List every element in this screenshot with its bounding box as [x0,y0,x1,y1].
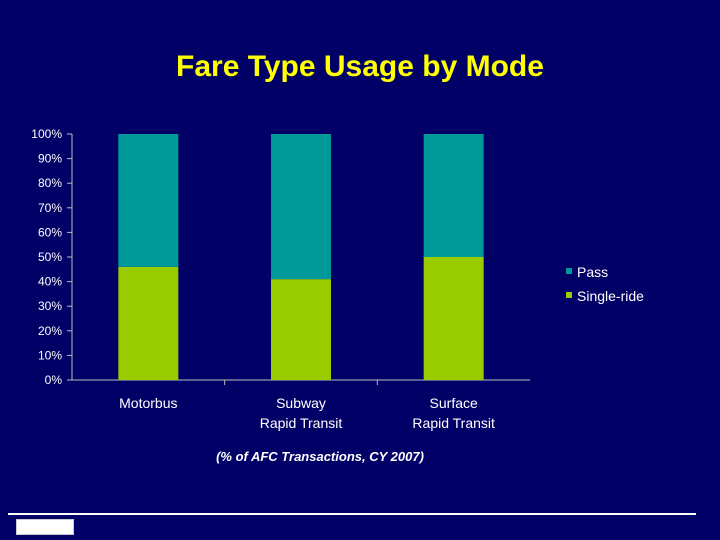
bar-pass-1 [271,134,331,280]
legend-label-pass: Pass [577,264,609,280]
y-tick-label: 90% [38,152,62,166]
bar-single-ride-2 [423,257,484,380]
y-tick-label: 10% [38,348,62,362]
chart-title: Fare Type Usage by Mode [176,50,544,83]
x-tick-label: Subway [276,395,326,411]
chart-footnote: (% of AFC Transactions, CY 2007) [216,449,424,464]
x-tick-label: Rapid Transit [412,415,495,431]
y-tick-label: 40% [38,275,62,289]
x-tick-label: Motorbus [119,395,177,411]
y-tick-label: 30% [38,299,62,313]
legend-swatch-pass [566,268,572,275]
x-tick-label: Rapid Transit [260,415,343,431]
y-tick-label: 20% [38,324,62,338]
bar-single-ride-1 [271,279,331,380]
bar-pass-0 [118,134,179,267]
bar-pass-2 [423,134,484,257]
y-tick-label: 60% [38,225,62,239]
y-tick-label: 100% [31,127,62,141]
legend-label-single-ride: Single-ride [577,288,644,304]
x-tick-label: Surface [430,395,478,411]
bar-single-ride-0 [118,266,179,380]
y-tick-label: 50% [38,250,62,264]
legend-item-single-ride: Single-ride [566,288,644,304]
legend-item-pass: Pass [566,264,608,280]
y-tick-label: 80% [38,176,62,190]
footer-logo [16,519,74,535]
bottom-rule [8,513,696,515]
y-tick-label: 70% [38,201,62,215]
y-tick-label: 0% [45,373,63,387]
legend-swatch-single-ride [566,292,572,299]
